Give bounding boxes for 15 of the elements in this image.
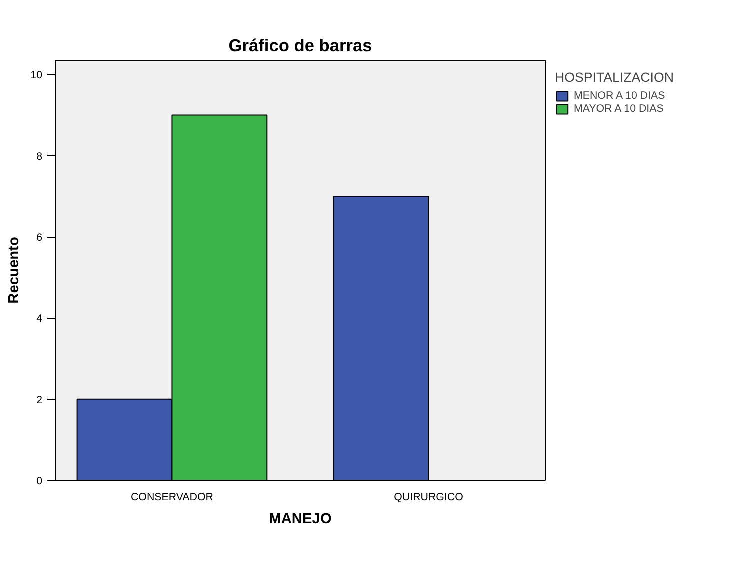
y-tick-label: 8 [36, 150, 43, 163]
bar [333, 196, 430, 480]
x-tick-label: CONSERVADOR [130, 492, 214, 504]
y-tick-label: 0 [36, 476, 43, 488]
x-axis-title: MANEJO [269, 512, 332, 528]
y-tick-label: 4 [36, 313, 43, 326]
legend-label: MENOR A 10 DIAS [574, 90, 666, 102]
y-tick-label: 2 [36, 394, 43, 406]
chart-title: Gráfico de barras [228, 36, 372, 56]
legend-label: MAYOR A 10 DIAS [574, 103, 664, 115]
y-axis-title: Recuento [6, 237, 23, 304]
y-tick-label: 10 [30, 70, 43, 82]
x-tick-label: QUIRURGICO [394, 492, 464, 504]
y-tick-label: 6 [36, 232, 43, 244]
legend-title: HOSPITALIZACION [555, 70, 674, 85]
